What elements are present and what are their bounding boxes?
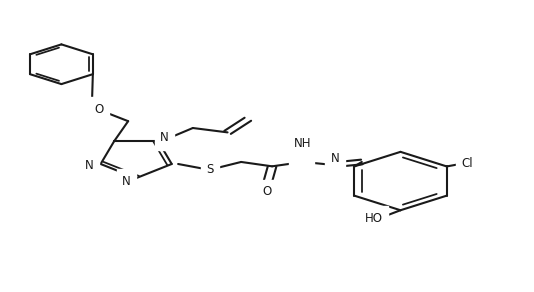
Text: N: N [331, 152, 340, 165]
Text: NH: NH [294, 137, 312, 150]
Text: N: N [84, 159, 93, 172]
Text: N: N [295, 147, 304, 160]
Text: N: N [122, 175, 131, 187]
Text: O: O [262, 185, 271, 198]
Text: N: N [160, 131, 169, 144]
Text: HO: HO [365, 212, 383, 225]
Text: S: S [207, 163, 214, 176]
Text: O: O [94, 103, 104, 116]
Text: Cl: Cl [461, 157, 473, 170]
Text: H: H [301, 148, 309, 158]
